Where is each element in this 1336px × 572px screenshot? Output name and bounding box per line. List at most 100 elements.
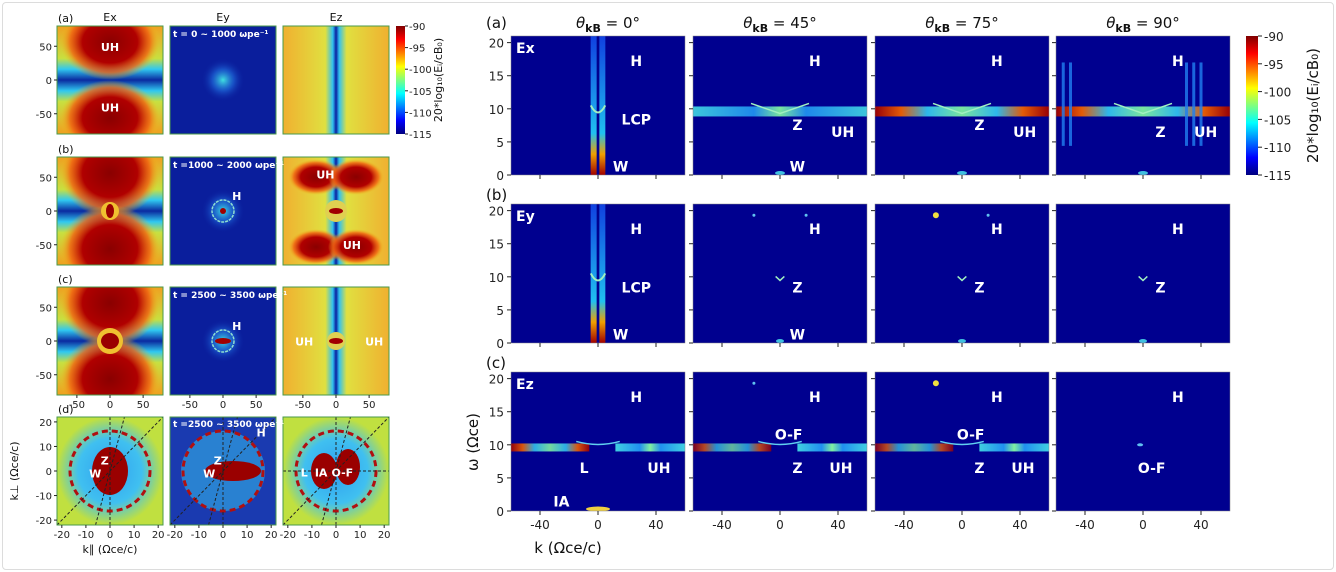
heatmap-background <box>511 36 685 175</box>
wave-mode-label: LCP <box>622 112 651 128</box>
dispersion-branch <box>1138 275 1148 282</box>
x-tick-label: -40 <box>530 518 550 532</box>
right-panel-a-theta-45 <box>689 35 868 179</box>
wave-mode-label: H <box>809 390 821 406</box>
right-panel-b-theta-90 <box>1052 203 1231 347</box>
theta-equals: = <box>950 14 972 32</box>
center-blob <box>205 461 261 481</box>
x-tick-label: -50 <box>182 400 198 411</box>
wave-mode-label: W <box>89 467 101 480</box>
heatmap-blob <box>60 287 160 347</box>
y-tick-label: 5 <box>496 304 504 318</box>
x-tick-label: 50 <box>250 400 263 411</box>
wave-mode-label: L <box>301 466 308 479</box>
heatmap-background <box>693 204 867 343</box>
heatmap-background <box>511 372 685 511</box>
y-tick-label: 0 <box>46 467 52 478</box>
heatmap-background <box>1056 36 1230 175</box>
center-core <box>329 208 343 214</box>
dispersion-band <box>1056 106 1230 117</box>
wave-mode-label: H <box>232 320 241 333</box>
wave-mode-label: LCP <box>622 280 651 296</box>
wave-mode-label: IA <box>315 466 328 479</box>
heatmap-spot <box>201 58 245 102</box>
theta-subscript: kB <box>1115 22 1131 35</box>
wave-mode-label: Z <box>101 455 109 468</box>
heatmap <box>283 26 389 134</box>
heatmap <box>511 204 685 343</box>
x-tick-label: 40 <box>830 518 845 532</box>
y-tick-label: 10 <box>39 442 52 453</box>
heatmap <box>875 36 1049 175</box>
colorbar-label: 20*log₁₀(Eᵢ/cB₀) <box>432 38 445 122</box>
colorbar-tick-label: -115 <box>409 130 432 141</box>
dispersion-branch <box>1113 102 1173 115</box>
x-tick-label: -50 <box>69 400 85 411</box>
harmonic-streak <box>1199 62 1203 146</box>
heatmap <box>170 157 276 265</box>
wave-mode-label: UH <box>101 101 119 114</box>
left-panel-c-ex: -50 0 50 -50 0 50 <box>36 286 164 411</box>
left-panel-a-ey <box>169 25 277 135</box>
y-tick-label: 15 <box>489 238 504 252</box>
colorbar-tick-label: -90 <box>1264 30 1284 44</box>
x-tick-label: -10 <box>304 530 320 541</box>
x-axis-label: k (Ωce/c) <box>534 539 601 557</box>
wave-mode-label: UH <box>365 335 383 348</box>
heatmap-background <box>875 36 1049 175</box>
heatmap <box>57 26 163 134</box>
right-panel-a-theta-75 <box>871 35 1050 179</box>
colorbar-tick-label: -115 <box>1264 169 1291 183</box>
heatmap-background <box>283 26 389 134</box>
x-tick-label: -20 <box>54 530 70 541</box>
right-panel-b-theta-45 <box>689 203 868 347</box>
y-tick-label: 0 <box>496 505 504 519</box>
heatmap <box>283 287 389 395</box>
y-tick-label: 20 <box>489 205 504 219</box>
low-frequency-spot <box>1138 171 1148 175</box>
h-ring <box>211 199 235 223</box>
wave-mode-label: UH <box>101 41 119 54</box>
h-ring <box>211 329 235 353</box>
column-title: Ez <box>330 11 343 24</box>
colorbar-right: -90 -95 -100 -105 -110 -115 20*log₁₀(Eᵢ/cB₀) <box>1246 30 1322 183</box>
wave-mode-label: UH <box>1011 461 1034 477</box>
left-panel-d-ex: -20 -10 0 10 20 -20 -10 0 10 20 <box>36 416 165 541</box>
wave-mode-label: H <box>809 222 821 238</box>
heatmap-background <box>875 204 1049 343</box>
dispersion-branch <box>589 104 607 114</box>
colorbar-tick-label: -100 <box>1264 86 1291 100</box>
column-title: Ex <box>103 11 117 24</box>
theta-equals: = <box>1131 14 1153 32</box>
x-tick-label: -50 <box>295 400 311 411</box>
heatmap-blob <box>60 335 160 395</box>
wave-mode-label: UH <box>831 125 854 141</box>
heatmap <box>1056 372 1230 511</box>
harmonic-streak <box>1192 62 1196 146</box>
x-tick-label: -40 <box>894 518 914 532</box>
center-core <box>106 204 114 218</box>
time-range-label: t = 0 ~ 1000 ωpe⁻¹ <box>173 30 268 40</box>
wave-mode-label: Z <box>214 455 222 468</box>
x-tick-label: -10 <box>191 530 207 541</box>
heatmap <box>57 417 163 525</box>
heatmap-blob <box>328 159 384 195</box>
wave-mode-label: H <box>630 390 642 406</box>
theta-symbol: θ <box>743 14 752 32</box>
y-tick-label: 0 <box>46 337 52 348</box>
heatmap <box>283 157 389 265</box>
theta-equals: = <box>601 14 623 32</box>
heatmap-blob <box>288 229 344 265</box>
y-tick-label: 10 <box>489 439 504 453</box>
x-axis-label: k∥ (Ωce/c) <box>83 543 138 556</box>
x-tick-label: 20 <box>378 530 391 541</box>
right-panel-c-theta-45: -40 0 40 <box>689 371 868 532</box>
resonance-ring <box>68 429 152 513</box>
dispersion-band <box>693 443 772 452</box>
colorbar-tick-label: -105 <box>1264 113 1291 127</box>
left-panel-a-ez <box>282 25 390 135</box>
dispersion-band <box>875 106 1049 117</box>
y-tick-label: 50 <box>39 173 52 184</box>
